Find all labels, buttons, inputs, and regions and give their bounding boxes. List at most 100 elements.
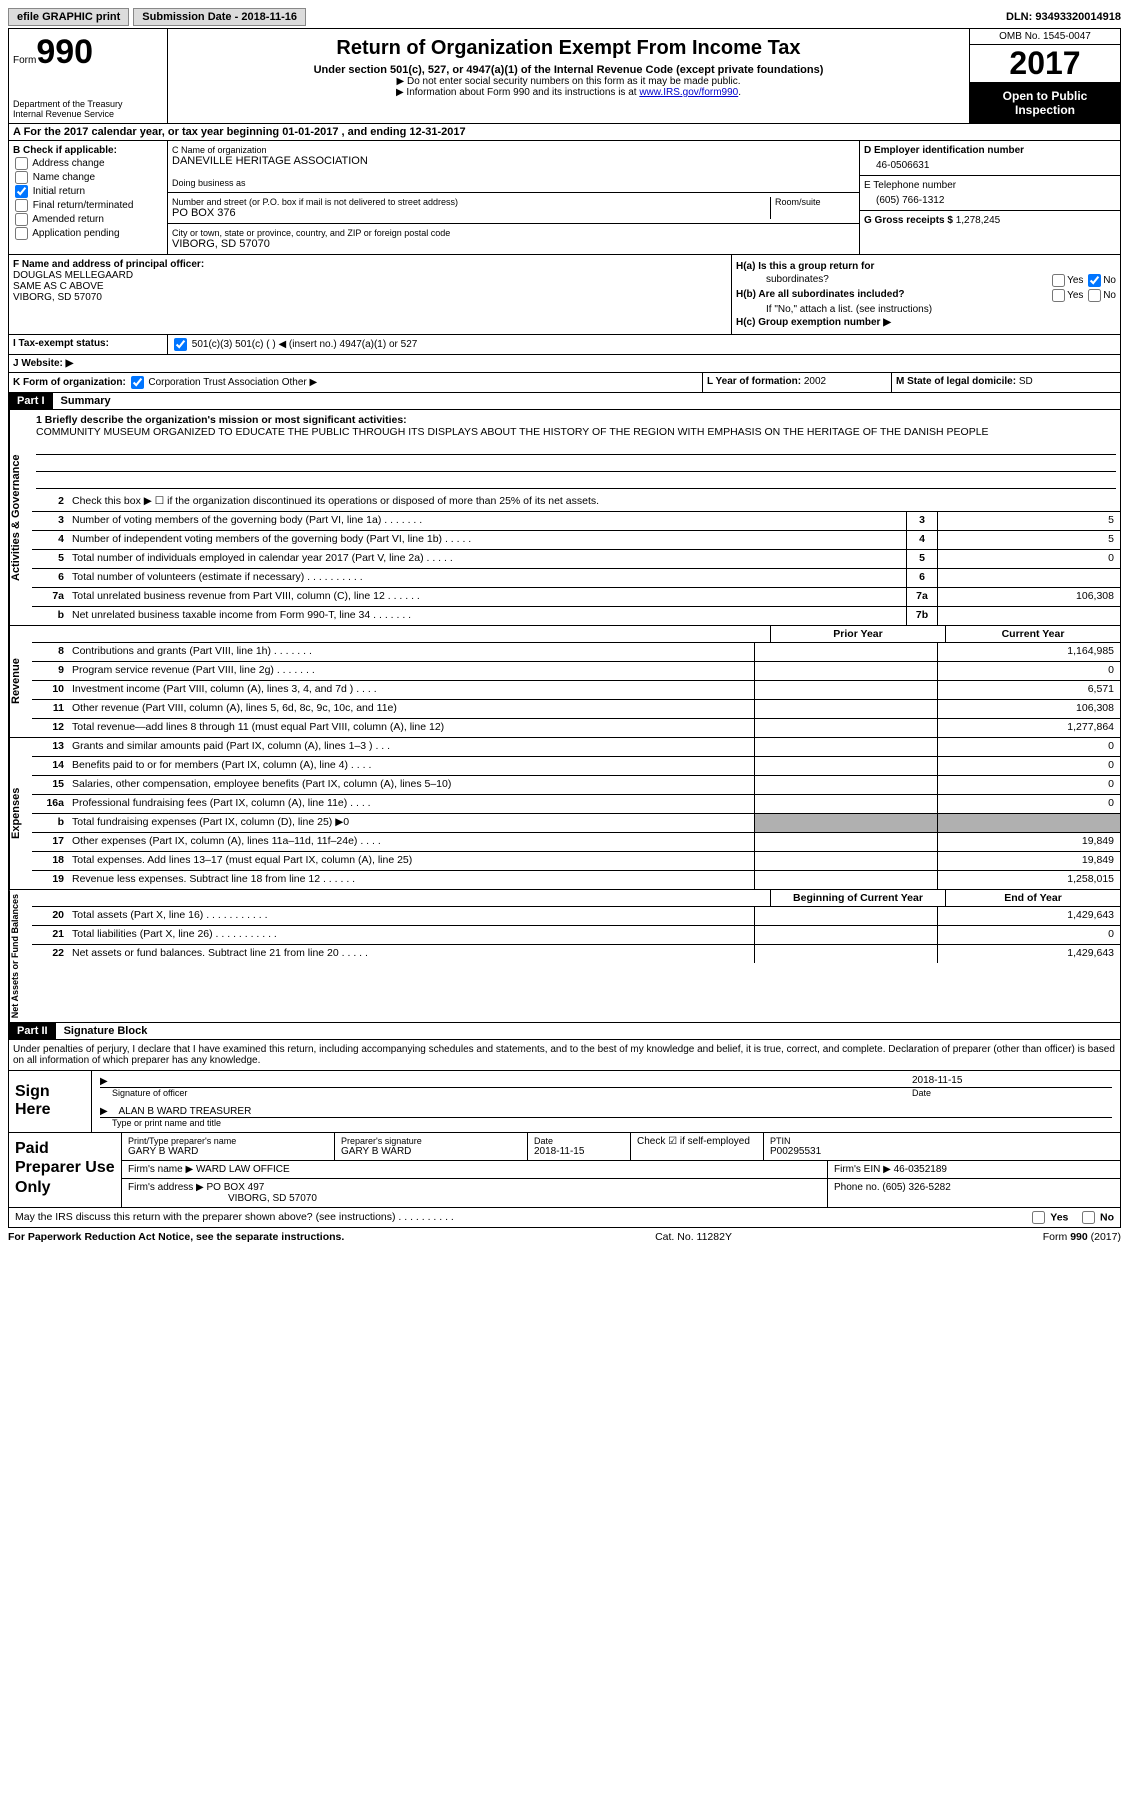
discuss-yesno: Yes No — [1030, 1211, 1114, 1224]
hb-note: If "No," attach a list. (see instruction… — [736, 304, 1116, 315]
dln: DLN: 93493320014918 — [1006, 11, 1121, 23]
yf-lbl: L Year of formation: — [707, 376, 804, 387]
col-b: B Check if applicable: Address change Na… — [9, 141, 168, 254]
activities-governance: Activities & Governance 1 Briefly descri… — [8, 410, 1121, 626]
side-exp: Expenses — [9, 738, 32, 889]
form-label: Form — [13, 55, 36, 66]
line-3: 3 Number of voting members of the govern… — [32, 512, 1120, 531]
part1-header: Part I — [9, 393, 53, 409]
header-right: OMB No. 1545-0047 2017 Open to Public In… — [969, 29, 1120, 123]
corp-check[interactable] — [131, 376, 144, 389]
opt-amended[interactable]: Amended return — [13, 213, 163, 226]
col-d: D Employer identification number 46-0506… — [859, 141, 1120, 254]
col-f: F Name and address of principal officer:… — [9, 255, 732, 334]
ha-yes[interactable] — [1052, 274, 1065, 287]
sd-lbl: M State of legal domicile: — [896, 376, 1019, 387]
line-16a: 16a Professional fundraising fees (Part … — [32, 795, 1120, 814]
prep-name: Print/Type preparer's name GARY B WARD — [122, 1133, 335, 1160]
hb-no[interactable] — [1088, 289, 1101, 302]
ptin: PTIN P00295531 — [764, 1133, 1120, 1160]
ruled2 — [36, 457, 1116, 472]
discuss-yes[interactable] — [1032, 1211, 1045, 1224]
form-num: 990 — [36, 33, 93, 71]
efile-button[interactable]: efile GRAPHIC print — [8, 8, 129, 26]
submission-label: Submission Date - — [142, 11, 241, 23]
firm-addr: Firm's address ▶ PO BOX 497 VIBORG, SD 5… — [122, 1179, 827, 1207]
submission-date: 2018-11-16 — [241, 11, 297, 23]
rev-hdr: Prior Year Current Year — [32, 626, 1120, 643]
yf-val: 2002 — [804, 376, 826, 387]
sig-date: 2018-11-15 — [912, 1075, 1112, 1088]
part2-title: Signature Block — [56, 1023, 156, 1039]
discuss-no[interactable] — [1082, 1211, 1095, 1224]
dln-value: 93493320014918 — [1035, 11, 1121, 23]
form-header: Form990 Department of the Treasury Inter… — [8, 28, 1121, 124]
dba-lbl: Doing business as — [172, 178, 855, 188]
paid-preparer: Paid Preparer Use Only Print/Type prepar… — [9, 1132, 1120, 1207]
note1: ▶ Do not enter social security numbers o… — [176, 76, 961, 87]
org-name-lbl: C Name of organization — [172, 145, 855, 155]
netassets-section: Net Assets or Fund Balances Beginning of… — [8, 890, 1121, 1023]
date-lbl: Date — [912, 1088, 1112, 1098]
hdr-begin: Beginning of Current Year — [770, 890, 945, 906]
line-12: 12 Total revenue—add lines 8 through 11 … — [32, 719, 1120, 737]
officer-name: DOUGLAS MELLEGAARD — [13, 270, 727, 281]
tel-cell: E Telephone number (605) 766-1312 — [860, 176, 1120, 211]
line-4: 4 Number of independent voting members o… — [32, 531, 1120, 550]
line-18: 18 Total expenses. Add lines 13–17 (must… — [32, 852, 1120, 871]
opt-final-return[interactable]: Final return/terminated — [13, 199, 163, 212]
penalty: Under penalties of perjury, I declare th… — [9, 1040, 1120, 1071]
state-domicile: M State of legal domicile: SD — [891, 373, 1120, 392]
expenses-section: Expenses 13 Grants and similar amounts p… — [8, 738, 1121, 890]
net-body: Beginning of Current Year End of Year 20… — [32, 890, 1120, 1022]
opt-name-change[interactable]: Name change — [13, 171, 163, 184]
org-name: DANEVILLE HERITAGE ASSOCIATION — [172, 155, 855, 167]
addr-lbl: Number and street (or P.O. box if mail i… — [172, 197, 766, 207]
tax-status-opts: 501(c)(3) 501(c) ( ) ◀ (insert no.) 4947… — [168, 335, 421, 354]
hdr-prior: Prior Year — [770, 626, 945, 642]
footer-left: For Paperwork Reduction Act Notice, see … — [8, 1231, 344, 1243]
line-b: b Net unrelated business taxable income … — [32, 607, 1120, 625]
line-11: 11 Other revenue (Part VIII, column (A),… — [32, 700, 1120, 719]
sign-here: Sign Here 2018-11-15 Signature of office… — [9, 1071, 1120, 1132]
sign-here-lbl: Sign Here — [9, 1071, 92, 1132]
form-org-lbl: K Form of organization: — [13, 377, 126, 388]
hdr-curr: Current Year — [945, 626, 1120, 642]
omb: OMB No. 1545-0047 — [970, 29, 1120, 45]
pp-row2: Firm's name ▶ WARD LAW OFFICE Firm's EIN… — [122, 1161, 1120, 1179]
footer: For Paperwork Reduction Act Notice, see … — [8, 1228, 1121, 1243]
line-22: 22 Net assets or fund balances. Subtract… — [32, 945, 1120, 963]
discuss-text: May the IRS discuss this return with the… — [15, 1211, 454, 1224]
city-lbl: City or town, state or province, country… — [172, 228, 855, 238]
opt-address-change[interactable]: Address change — [13, 157, 163, 170]
ag-body: 1 Briefly describe the organization's mi… — [32, 410, 1120, 625]
n2: 2 — [32, 493, 68, 511]
opt-initial-return[interactable]: Initial return — [13, 185, 163, 198]
hdr-end: End of Year — [945, 890, 1120, 906]
irs-link[interactable]: www.IRS.gov/form990 — [639, 87, 738, 98]
line-19: 19 Revenue less expenses. Subtract line … — [32, 871, 1120, 889]
paid-lbl: Paid Preparer Use Only — [9, 1133, 122, 1207]
header-center: Return of Organization Exempt From Incom… — [168, 29, 969, 123]
tax-status-lbl: I Tax-exempt status: — [9, 335, 168, 354]
line-2: 2 Check this box ▶ ☐ if the organization… — [32, 493, 1120, 512]
submission-button[interactable]: Submission Date - 2018-11-16 — [133, 8, 306, 26]
line-5: 5 Total number of individuals employed i… — [32, 550, 1120, 569]
addr-cell: Number and street (or P.O. box if mail i… — [168, 193, 859, 224]
header-left: Form990 Department of the Treasury Inter… — [9, 29, 168, 123]
note2: ▶ Information about Form 990 and its ins… — [176, 87, 961, 98]
hb-yes[interactable] — [1052, 289, 1065, 302]
part2-header-row: Part II Signature Block — [8, 1023, 1121, 1040]
line-8: 8 Contributions and grants (Part VIII, l… — [32, 643, 1120, 662]
top-bar: efile GRAPHIC print Submission Date - 20… — [8, 8, 1121, 26]
section-b: B Check if applicable: Address change Na… — [8, 141, 1121, 255]
gross-cell: G Gross receipts $ 1,278,245 — [860, 211, 1120, 230]
officer-addr2: VIBORG, SD 57070 — [13, 292, 727, 303]
footer-mid: Cat. No. 11282Y — [655, 1231, 732, 1243]
ha-no[interactable] — [1088, 274, 1101, 287]
sd-val: SD — [1019, 376, 1033, 387]
opt-application[interactable]: Application pending — [13, 227, 163, 240]
501c3-check[interactable] — [174, 338, 187, 351]
officer-addr1: SAME AS C ABOVE — [13, 281, 727, 292]
open1: Open to Public — [972, 89, 1118, 103]
